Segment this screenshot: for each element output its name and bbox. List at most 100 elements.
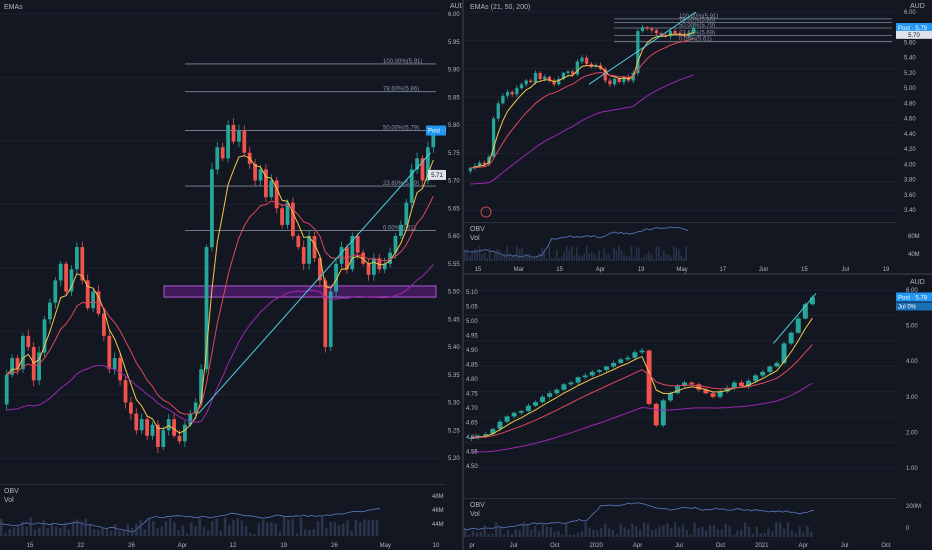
volume-bar	[660, 256, 663, 261]
volume-bar	[689, 534, 692, 537]
volume-bar	[736, 530, 739, 537]
candle	[543, 76, 547, 80]
right-bottom-chart-panel[interactable]: 5.10 5.05 5.00 4.95 4.90 4.85 4.80 4.75 4.70 4.65…	[464, 276, 896, 550]
volume-bar	[655, 246, 658, 261]
x-tick-label: Jun	[759, 267, 769, 273]
volume-bar	[569, 534, 572, 537]
volume-bar	[642, 522, 646, 537]
x-tick-label: 10	[433, 543, 440, 549]
x-tick-label: 15	[556, 267, 563, 273]
left-chart-panel[interactable]: 100.00%(5.91) 78.60%(5.86) 50.00%(5.79) 23.…	[0, 0, 465, 550]
candle	[575, 377, 581, 383]
y-tick-label: 5.55	[448, 262, 460, 268]
candle	[183, 424, 187, 442]
volume-bar	[530, 529, 533, 537]
candle	[361, 252, 365, 264]
earnings-marker	[480, 206, 492, 218]
volume-bar	[491, 258, 493, 261]
volume-bar	[38, 527, 41, 536]
left-obv-chart[interactable]: 48M 46M 44M	[0, 486, 446, 536]
right-top-chart-panel[interactable]: 100.00%(5.91) 78.60%(5.86) 50.00%(5.79) 23.…	[464, 0, 896, 273]
volume-bar	[282, 516, 286, 536]
y-tick-label: 5.30	[448, 401, 460, 407]
x-tick-label: Jul	[841, 543, 849, 549]
candle	[193, 402, 198, 414]
volume-bar	[274, 523, 277, 536]
volume-bar	[585, 246, 588, 261]
x-tick-label: 17	[719, 267, 726, 273]
candle	[210, 169, 214, 248]
candle	[264, 169, 268, 198]
right-top-price-chart[interactable]: 100.00%(5.91)78.60%(5.86)50.00%(5.79) 23.…	[464, 0, 896, 222]
x-tick-label: pr	[469, 543, 474, 549]
candle	[129, 402, 133, 414]
volume-bar	[635, 526, 638, 537]
volume-bar	[114, 524, 117, 536]
candle	[431, 130, 436, 148]
volume-bar	[576, 533, 580, 537]
left-y-tick-label: 4.80	[466, 377, 478, 383]
volume-bar	[50, 522, 54, 536]
post-price-text: Post · 5.79	[428, 129, 446, 135]
candle	[415, 158, 419, 170]
candle	[802, 304, 808, 319]
x-tick-label: Oct	[881, 543, 891, 549]
volume-bar	[42, 520, 45, 536]
volume-bar	[648, 251, 650, 261]
candle	[645, 27, 649, 29]
x-tick-label: Apr	[596, 267, 605, 273]
ema-200-line	[6, 264, 434, 423]
volume-bar	[92, 529, 96, 536]
volume-bar	[473, 248, 476, 261]
right-top-obv-chart[interactable]	[464, 223, 896, 261]
candle	[226, 125, 230, 159]
candle	[660, 400, 666, 426]
candle	[585, 57, 589, 64]
volume-bar	[533, 257, 536, 261]
candle	[580, 57, 584, 62]
obv-tick-label: 46M	[432, 508, 444, 514]
left-price-chart[interactable]: 100.00%(5.91) 78.60%(5.86) 50.00%(5.79) 23.…	[0, 0, 446, 478]
volume-bar	[668, 254, 670, 261]
volume-bar	[534, 525, 537, 537]
candle	[64, 263, 68, 292]
volume-bar	[650, 254, 653, 261]
candle	[540, 396, 546, 403]
candle	[731, 382, 737, 388]
candle	[654, 30, 659, 34]
volume-bar	[630, 246, 633, 261]
volume-bar	[156, 528, 159, 536]
x-tick-label: Jul	[675, 543, 683, 549]
candle	[102, 313, 106, 336]
volume-bar	[775, 522, 778, 537]
volume-bar	[105, 529, 109, 536]
volume-bar	[487, 533, 490, 537]
candle	[673, 31, 677, 34]
candle	[482, 162, 486, 165]
ema-21-line	[471, 317, 813, 439]
y-tick-label: 6.00	[448, 12, 460, 18]
y-tick-label: 5.20	[448, 456, 460, 462]
candle	[334, 263, 338, 292]
volume-bar	[683, 257, 685, 261]
candle	[204, 247, 209, 370]
volume-bar	[8, 529, 11, 536]
volume-bar	[553, 532, 556, 537]
volume-bar	[367, 520, 370, 536]
candle	[596, 370, 602, 372]
y-tick-label: 5.95	[448, 40, 460, 46]
volume-bar	[21, 521, 24, 536]
volume-bar	[299, 518, 303, 536]
last-price-text: 5.70	[908, 33, 920, 39]
right-bottom-obv-chart[interactable]	[464, 499, 896, 537]
y-tick-label: 5.25	[448, 428, 460, 434]
volume-bar	[211, 520, 214, 536]
volume-bar	[551, 257, 553, 261]
volume-bar	[164, 521, 168, 536]
candle	[625, 357, 631, 360]
candle	[85, 280, 90, 309]
volume-bar	[502, 534, 506, 537]
volume-bar	[471, 530, 475, 537]
right-bottom-price-chart[interactable]: 5.10 5.05 5.00 4.95 4.90 4.85 4.80 4.75 4.70 4.65…	[464, 276, 896, 498]
volume-bar	[168, 517, 172, 536]
